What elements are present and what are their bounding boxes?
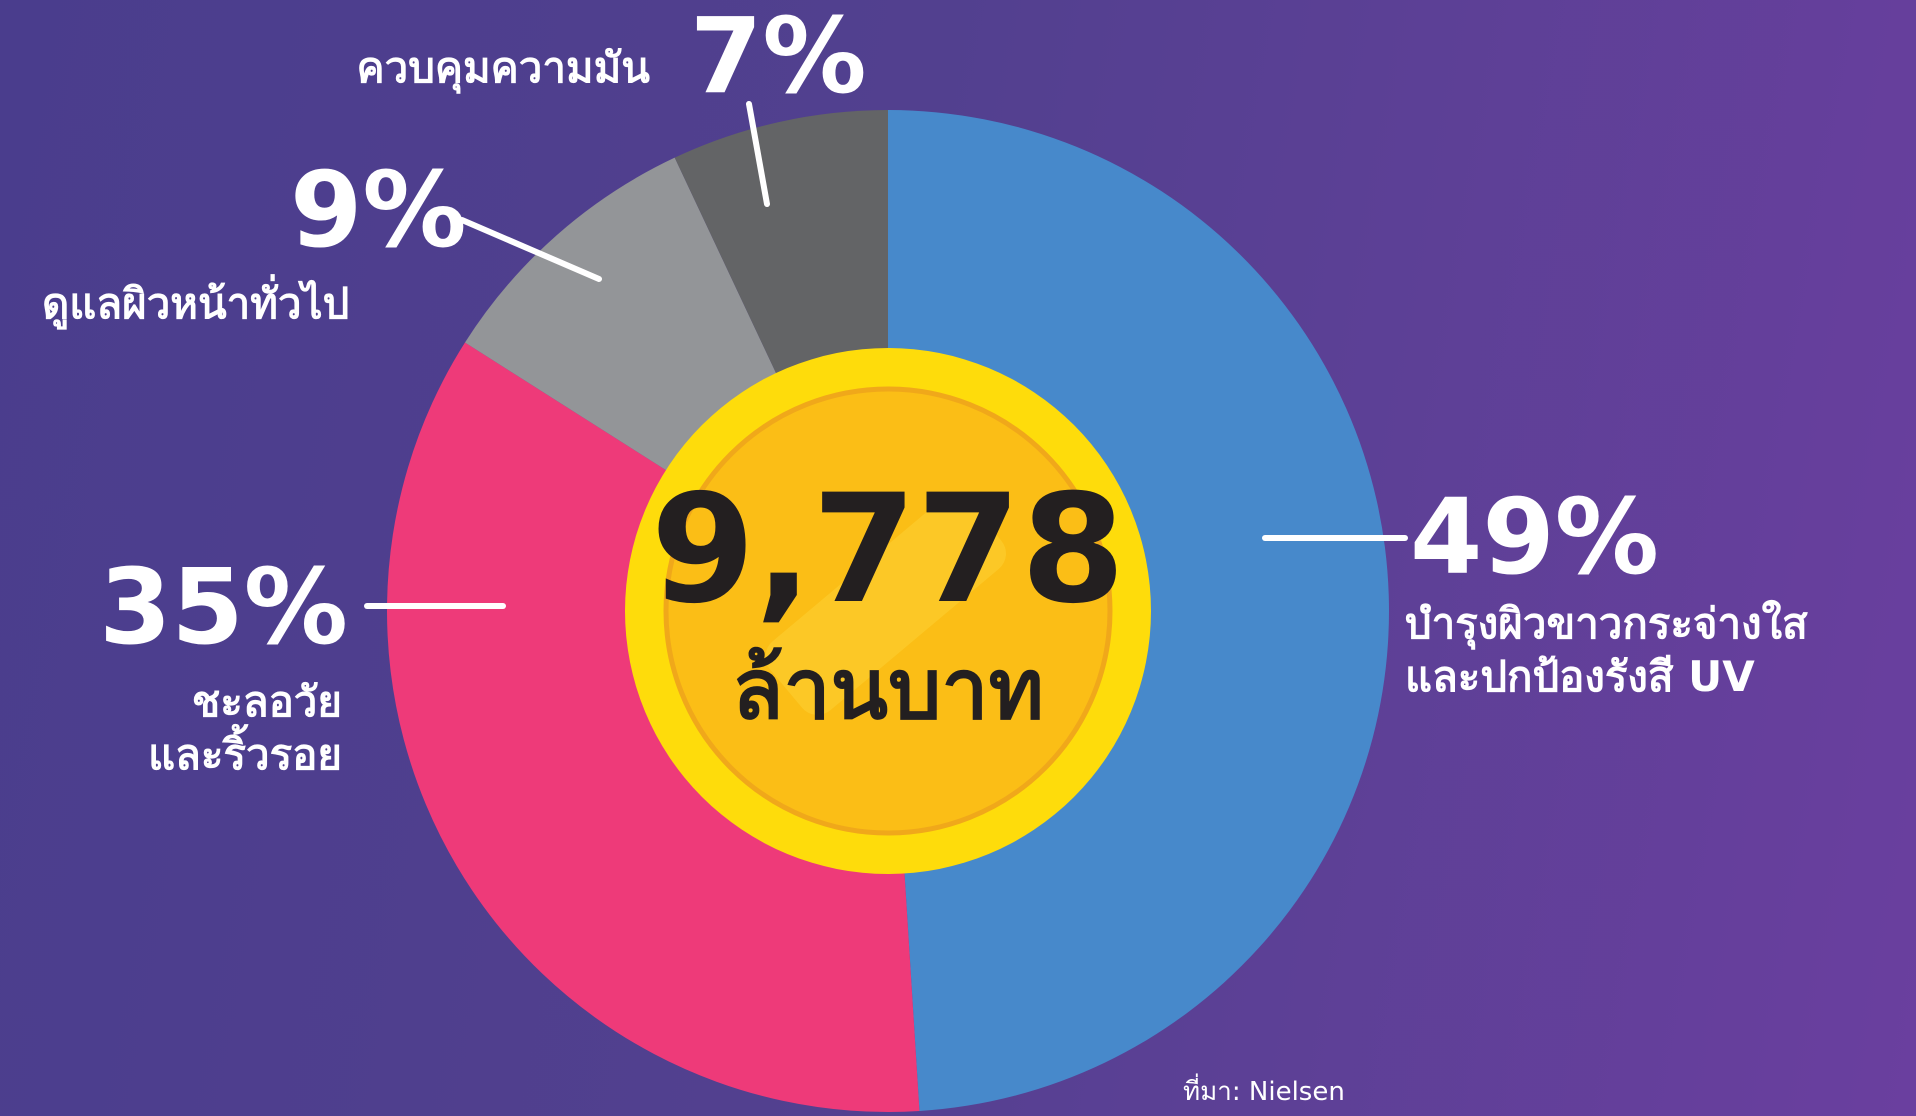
coin-inner <box>663 386 1113 836</box>
leader-lines <box>364 101 1408 609</box>
center-unit: ล้านบาท <box>732 640 1044 738</box>
leader-line <box>459 217 602 282</box>
center-value: 9,778 <box>651 463 1125 637</box>
source: ที่มา: Nielsen <box>1183 1073 1345 1107</box>
value-label: 7% <box>690 0 867 117</box>
category-label: บำรุงผิวขาวกระจ่างใส และปกป้องรังสี UV <box>1405 599 1808 701</box>
category-label: ควบคุมความมัน <box>356 43 650 92</box>
coin-emblem <box>765 495 1007 715</box>
category-label: ดูแลผิวหน้าทั่วไป <box>42 279 350 328</box>
category-label: ชะลอวัย และริ้วรอย <box>148 677 342 779</box>
value-label: 9% <box>290 149 467 271</box>
value-label: 49% <box>1410 476 1659 598</box>
value-label: 35% <box>99 546 348 668</box>
leader-line <box>746 101 770 207</box>
